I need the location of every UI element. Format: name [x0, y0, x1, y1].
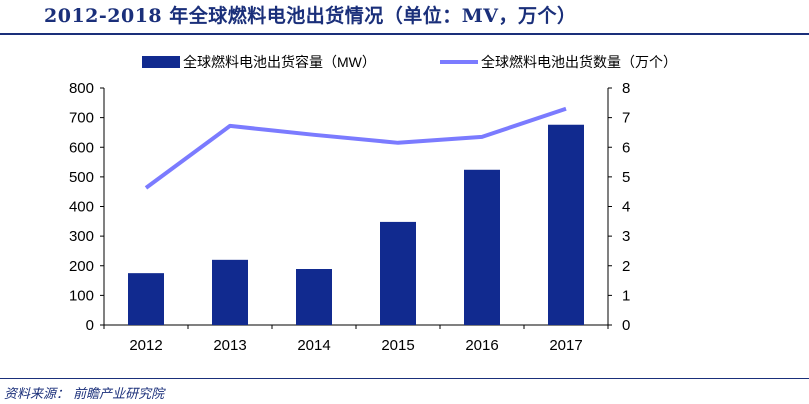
bar	[128, 273, 164, 325]
x-tick-label: 2015	[381, 337, 414, 354]
chart: 0 100 200 300 400 500 600 700 800 0 1 2 3 4 5 6 7 8 2012 20…	[69, 54, 677, 354]
title-divider	[0, 33, 809, 35]
left-tick-label: 100	[69, 287, 94, 304]
bar	[380, 221, 416, 325]
right-tick-label: 1	[622, 287, 630, 304]
right-tick-label: 8	[622, 80, 630, 97]
left-tick-label: 400	[69, 199, 94, 216]
right-tick-label: 5	[622, 169, 630, 186]
x-tick-label: 2014	[297, 337, 330, 354]
x-tick-label: 2012	[129, 337, 162, 354]
left-tick-label: 200	[69, 258, 94, 275]
x-tick-label: 2013	[213, 337, 246, 354]
legend-line-label: 全球燃料电池出货数量（万个）	[481, 54, 677, 70]
bar	[548, 124, 584, 325]
x-tick-label: 2017	[549, 337, 582, 354]
line-series	[144, 106, 567, 190]
bar	[212, 259, 248, 325]
left-tick-label: 800	[69, 80, 94, 97]
right-tick-label: 2	[622, 258, 630, 275]
right-tick-label: 4	[622, 199, 630, 216]
right-tick-label: 7	[622, 110, 630, 127]
legend-bar-label: 全球燃料电池出货容量（MW）	[183, 54, 376, 70]
left-tick-label: 600	[69, 139, 94, 156]
right-tick-label: 0	[622, 317, 630, 334]
right-tick-label: 6	[622, 139, 630, 156]
footer-divider	[0, 378, 809, 379]
legend-bar-swatch	[142, 56, 180, 68]
left-tick-label: 300	[69, 228, 94, 245]
source-note: 资料来源： 前瞻产业研究院	[4, 387, 165, 402]
right-tick-label: 3	[622, 228, 630, 245]
left-tick-label: 500	[69, 169, 94, 186]
x-tick-label: 2016	[465, 337, 498, 354]
chart-title: 2012-2018 年全球燃料电池出货情况（单位：MV，万个）	[44, 5, 577, 27]
bar	[464, 169, 500, 325]
left-tick-label: 0	[86, 317, 94, 334]
bar	[296, 269, 332, 325]
left-tick-label: 700	[69, 110, 94, 127]
